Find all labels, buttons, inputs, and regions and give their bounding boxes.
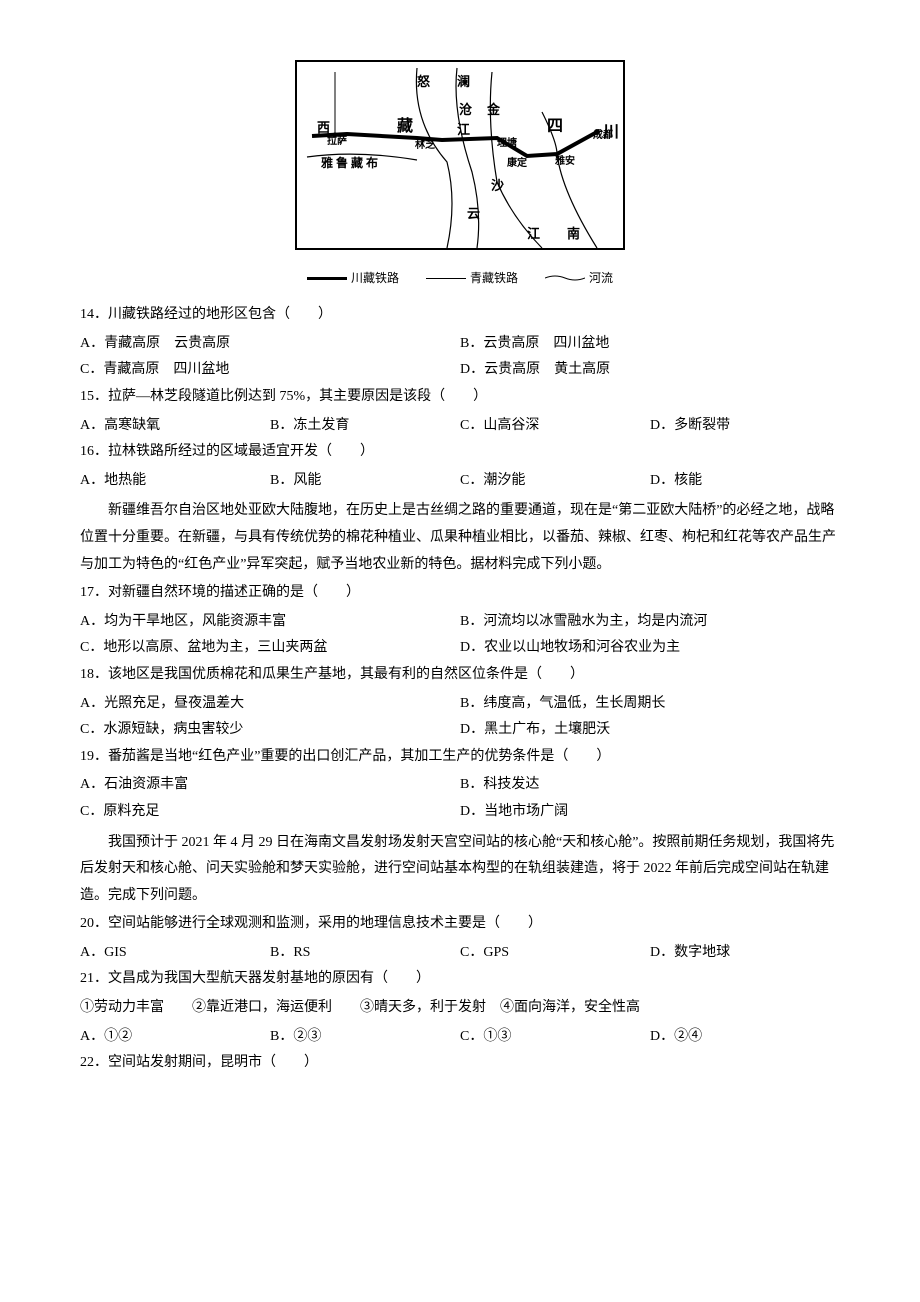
- q16-c: C．潮汐能: [460, 468, 650, 495]
- map-svg: [297, 62, 627, 252]
- q18-stem: 18．该地区是我国优质棉花和瓜果生产基地，其最有利的自然区位条件是（ ）: [80, 662, 840, 689]
- q17-c: C．地形以高原、盆地为主，三山夹两盆: [80, 635, 460, 662]
- q18-d: D．黑土广布，土壤肥沃: [460, 717, 840, 744]
- map-legend: 川藏铁路 青藏铁路 河流: [80, 267, 840, 291]
- passage1: 新疆维吾尔自治区地处亚欧大陆腹地，在历史上是古丝绸之路的重要通道，现在是“第二亚…: [80, 498, 840, 578]
- q17-options: A．均为干旱地区，风能资源丰富 B．河流均以冰雪融水为主，均是内流河 C．地形以…: [80, 609, 840, 662]
- q19-c: C．原料充足: [80, 799, 460, 826]
- q21-a: A．①②: [80, 1024, 270, 1051]
- q19-d: D．当地市场广阔: [460, 799, 840, 826]
- legend-chuanzang: 川藏铁路: [307, 267, 399, 290]
- q20-c: C．GPS: [460, 940, 650, 967]
- q21-stem: 21．文昌成为我国大型航天器发射基地的原因有（ ）: [80, 966, 840, 993]
- q18-b: B．纬度高，气温低，生长周期长: [460, 691, 840, 718]
- q20-b: B．RS: [270, 940, 460, 967]
- q16-a: A．地热能: [80, 468, 270, 495]
- q21-c: C．①③: [460, 1024, 650, 1051]
- q14-c: C．青藏高原 四川盆地: [80, 357, 460, 384]
- q20-stem: 20．空间站能够进行全球观测和监测，采用的地理信息技术主要是（ ）: [80, 911, 840, 938]
- q19-a: A．石油资源丰富: [80, 772, 460, 799]
- q21-b: B．②③: [270, 1024, 460, 1051]
- legend-chuanzang-label: 川藏铁路: [351, 271, 399, 285]
- q16-options: A．地热能 B．风能 C．潮汐能 D．核能: [80, 468, 840, 495]
- q18-c: C．水源短缺，病虫害较少: [80, 717, 460, 744]
- q20-options: A．GIS B．RS C．GPS D．数字地球: [80, 940, 840, 967]
- q15-d: D．多断裂带: [650, 413, 840, 440]
- q17-stem: 17．对新疆自然环境的描述正确的是（ ）: [80, 580, 840, 607]
- legend-heliu: 河流: [545, 267, 613, 291]
- q18-a: A．光照充足，昼夜温差大: [80, 691, 460, 718]
- q16-d: D．核能: [650, 468, 840, 495]
- q14-a: A．青藏高原 云贵高原: [80, 331, 460, 358]
- q19-options: A．石油资源丰富 B．科技发达 C．原料充足 D．当地市场广阔: [80, 772, 840, 825]
- q22-stem: 22．空间站发射期间，昆明市（ ）: [80, 1050, 840, 1077]
- q19-stem: 19．番茄酱是当地“红色产业”重要的出口创汇产品，其加工生产的优势条件是（ ）: [80, 744, 840, 771]
- q14-b: B．云贵高原 四川盆地: [460, 331, 840, 358]
- q15-options: A．高寒缺氧 B．冻土发育 C．山高谷深 D．多断裂带: [80, 413, 840, 440]
- q14-d: D．云贵高原 黄土高原: [460, 357, 840, 384]
- q19-b: B．科技发达: [460, 772, 840, 799]
- q15-a: A．高寒缺氧: [80, 413, 270, 440]
- q18-options: A．光照充足，昼夜温差大 B．纬度高，气温低，生长周期长 C．水源短缺，病虫害较…: [80, 691, 840, 744]
- q17-b: B．河流均以冰雪融水为主，均是内流河: [460, 609, 840, 636]
- map-box: 西 藏 怒 澜 沧 江 金 拉萨 林芝 理塘 康定 雅安 成都 四 川 雅 鲁 …: [295, 60, 625, 250]
- q15-b: B．冻土发育: [270, 413, 460, 440]
- passage2: 我国预计于 2021 年 4 月 29 日在海南文昌发射场发射天宫空间站的核心舱…: [80, 830, 840, 910]
- legend-qingzang: 青藏铁路: [426, 267, 518, 290]
- q14-stem: 14．川藏铁路经过的地形区包含（ ）: [80, 302, 840, 329]
- q17-a: A．均为干旱地区，风能资源丰富: [80, 609, 460, 636]
- legend-heliu-label: 河流: [589, 271, 613, 285]
- legend-qingzang-label: 青藏铁路: [470, 271, 518, 285]
- q21-d: D．②④: [650, 1024, 840, 1051]
- q20-a: A．GIS: [80, 940, 270, 967]
- q15-c: C．山高谷深: [460, 413, 650, 440]
- q16-stem: 16．拉林铁路所经过的区域最适宜开发（ ）: [80, 439, 840, 466]
- q21-conds: ①劳动力丰富 ②靠近港口，海运便利 ③晴天多，利于发射 ④面向海洋，安全性高: [80, 995, 840, 1022]
- q14-options: A．青藏高原 云贵高原 B．云贵高原 四川盆地 C．青藏高原 四川盆地 D．云贵…: [80, 331, 840, 384]
- q16-b: B．风能: [270, 468, 460, 495]
- q17-d: D．农业以山地牧场和河谷农业为主: [460, 635, 840, 662]
- q20-d: D．数字地球: [650, 940, 840, 967]
- map-figure: 西 藏 怒 澜 沧 江 金 拉萨 林芝 理塘 康定 雅安 成都 四 川 雅 鲁 …: [80, 60, 840, 290]
- q15-stem: 15．拉萨—林芝段隧道比例达到 75%，其主要原因是该段（ ）: [80, 384, 840, 411]
- q21-options: A．①② B．②③ C．①③ D．②④: [80, 1024, 840, 1051]
